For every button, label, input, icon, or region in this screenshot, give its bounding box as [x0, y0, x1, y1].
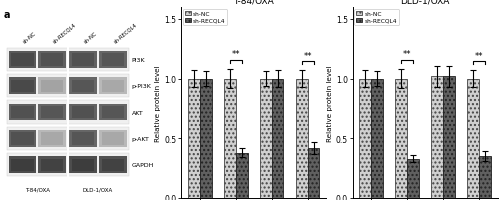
- Bar: [12, 106, 34, 119]
- Bar: [99, 52, 126, 68]
- Bar: [102, 106, 124, 119]
- Bar: [38, 130, 66, 147]
- Title: T-84/OXA: T-84/OXA: [233, 0, 274, 6]
- Bar: [8, 78, 36, 95]
- Bar: [99, 157, 126, 173]
- Bar: [72, 54, 94, 66]
- Bar: [69, 52, 97, 68]
- Bar: [431, 77, 443, 198]
- Text: sh-RECQL4: sh-RECQL4: [112, 22, 138, 44]
- Text: sh-NC: sh-NC: [22, 30, 38, 44]
- Bar: [69, 157, 97, 173]
- Legend: sh-NC, sh-RECQL4: sh-NC, sh-RECQL4: [354, 10, 399, 26]
- Bar: [272, 79, 283, 198]
- Bar: [38, 52, 66, 68]
- Text: **: **: [232, 50, 240, 59]
- Bar: [38, 157, 66, 173]
- Bar: [69, 78, 97, 95]
- Bar: [443, 77, 455, 198]
- Bar: [72, 80, 94, 92]
- Y-axis label: Relative protein level: Relative protein level: [156, 65, 162, 141]
- Bar: [8, 130, 36, 147]
- Bar: [99, 78, 126, 95]
- Legend: sh-NC, sh-RECQL4: sh-NC, sh-RECQL4: [183, 10, 228, 26]
- Bar: [99, 130, 126, 147]
- Bar: [12, 133, 34, 145]
- Text: T-84/OXA: T-84/OXA: [25, 187, 50, 192]
- Text: GAPDH: GAPDH: [132, 162, 154, 167]
- Text: AKT: AKT: [132, 110, 143, 115]
- Bar: [38, 78, 66, 95]
- Bar: [41, 54, 64, 66]
- Bar: [12, 159, 34, 171]
- Bar: [359, 79, 371, 198]
- Text: **: **: [475, 51, 484, 60]
- Text: a: a: [4, 10, 10, 20]
- Text: p-AKT: p-AKT: [132, 136, 150, 141]
- Text: p-PI3K: p-PI3K: [132, 84, 152, 89]
- Bar: [102, 54, 124, 66]
- Bar: [467, 79, 479, 198]
- Text: **: **: [403, 50, 411, 59]
- Bar: [12, 80, 34, 92]
- Bar: [407, 159, 419, 198]
- Text: DLD-1/OXA: DLD-1/OXA: [83, 187, 113, 192]
- Bar: [99, 104, 126, 121]
- Bar: [12, 54, 34, 66]
- Bar: [41, 80, 64, 92]
- Bar: [7, 127, 129, 150]
- Bar: [72, 106, 94, 119]
- Bar: [188, 79, 200, 198]
- Text: sh-RECQL4: sh-RECQL4: [52, 22, 78, 44]
- Text: **: **: [304, 51, 312, 60]
- Bar: [72, 159, 94, 171]
- Bar: [7, 101, 129, 124]
- Bar: [8, 157, 36, 173]
- Bar: [41, 106, 64, 119]
- Bar: [7, 75, 129, 98]
- Bar: [102, 80, 124, 92]
- Bar: [69, 130, 97, 147]
- Bar: [296, 79, 308, 198]
- Bar: [200, 79, 211, 198]
- Bar: [41, 159, 64, 171]
- Bar: [224, 79, 235, 198]
- Title: DLD-1/OXA: DLD-1/OXA: [400, 0, 450, 6]
- Bar: [69, 104, 97, 121]
- Bar: [8, 104, 36, 121]
- Bar: [72, 133, 94, 145]
- Y-axis label: Relative protein level: Relative protein level: [327, 65, 333, 141]
- Bar: [7, 153, 129, 177]
- Bar: [479, 156, 491, 198]
- Text: sh-NC: sh-NC: [83, 30, 98, 44]
- Bar: [41, 133, 64, 145]
- Bar: [308, 148, 320, 198]
- Bar: [8, 52, 36, 68]
- Bar: [7, 48, 129, 72]
- Bar: [371, 79, 383, 198]
- Text: PI3K: PI3K: [132, 58, 145, 63]
- Bar: [236, 153, 248, 198]
- Bar: [260, 79, 272, 198]
- Bar: [395, 79, 407, 198]
- Bar: [102, 133, 124, 145]
- Bar: [102, 159, 124, 171]
- Bar: [38, 104, 66, 121]
